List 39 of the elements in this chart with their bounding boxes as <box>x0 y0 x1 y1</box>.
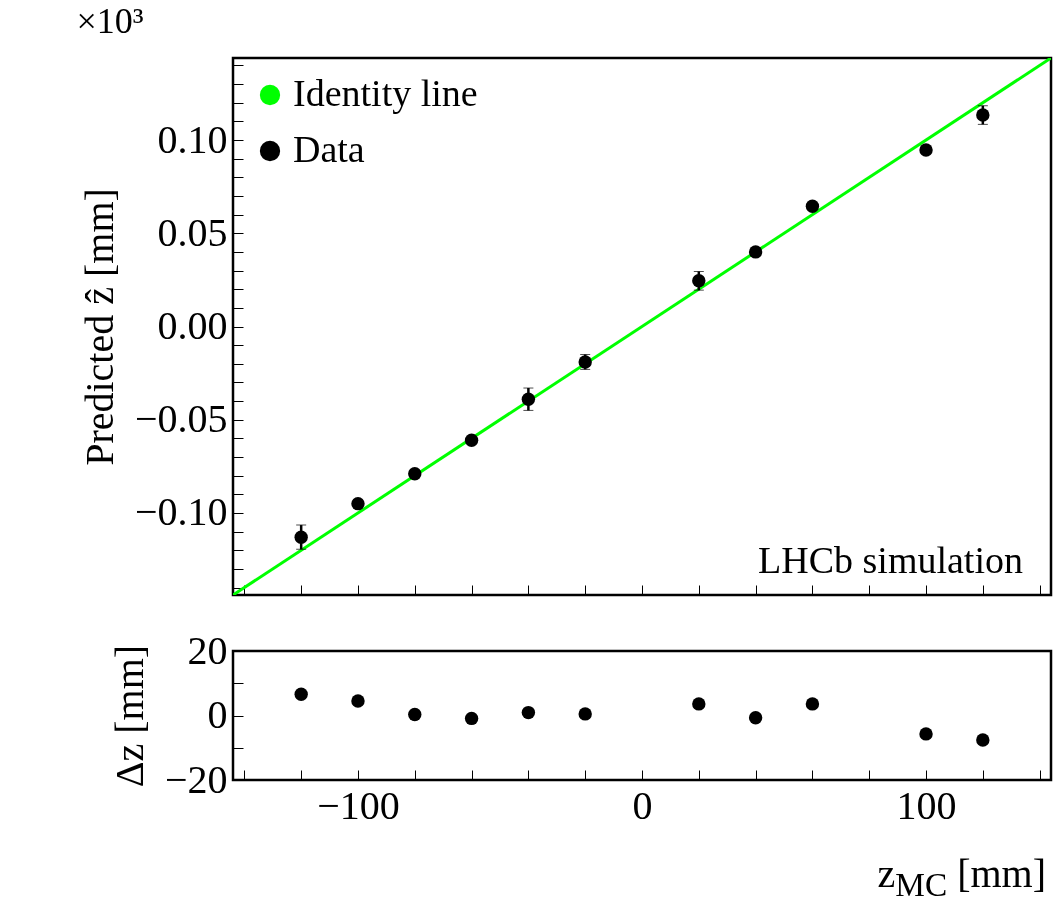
y-axis-title: Predicted ẑ [mm] <box>76 188 122 466</box>
point <box>294 530 308 544</box>
x-axis-title: z$_{MC}$ [mm] <box>877 850 1046 904</box>
point <box>919 727 933 741</box>
y-tick-label: −20 <box>164 756 228 802</box>
legend-label: Data <box>293 128 365 170</box>
point <box>805 697 820 711</box>
point <box>464 711 479 726</box>
point <box>976 108 990 122</box>
point <box>351 496 365 511</box>
point <box>578 707 592 721</box>
x-tick-label: −100 <box>317 782 400 828</box>
point <box>748 711 763 725</box>
legend-label: Identity line <box>293 72 478 114</box>
point <box>748 245 763 259</box>
text: ×10³ <box>76 1 144 42</box>
y-tick-label: 0.10 <box>157 116 228 162</box>
y-tick-label: 20 <box>187 627 228 673</box>
point <box>919 143 933 157</box>
point <box>408 467 422 481</box>
y-tick-label: −0.10 <box>134 489 228 535</box>
point <box>692 274 706 288</box>
point <box>521 705 536 720</box>
y-tick-label: 0.00 <box>157 303 228 348</box>
point <box>521 392 536 406</box>
y-tick-label: 0 <box>207 692 228 737</box>
y-axis-title: Δz [mm] <box>106 644 152 788</box>
point <box>294 687 308 701</box>
point <box>464 433 479 447</box>
point <box>805 199 820 213</box>
y-tick-label: −0.05 <box>134 396 228 442</box>
x-tick-label: 100 <box>896 782 957 828</box>
point <box>976 733 990 747</box>
point <box>692 697 706 711</box>
point <box>351 694 365 708</box>
x-tick-label: 0 <box>632 782 653 828</box>
point <box>408 707 422 722</box>
annotation: LHCb simulation <box>758 539 1023 581</box>
y-tick-label: 0.05 <box>157 209 228 255</box>
